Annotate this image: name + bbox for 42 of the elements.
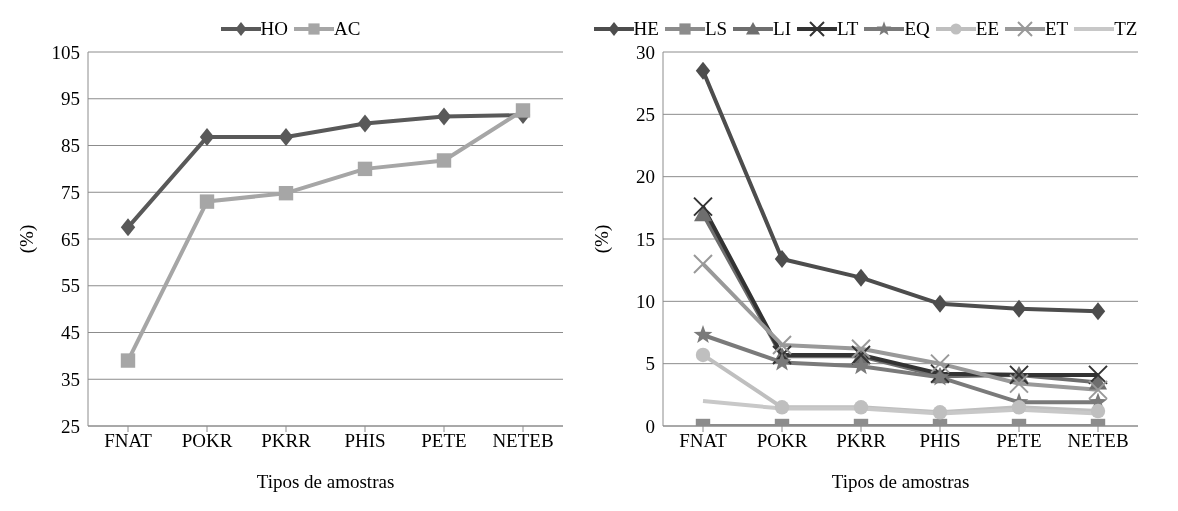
- x-tick-label: NETEB: [1067, 430, 1129, 452]
- x-tick-label: FNAT: [104, 430, 153, 452]
- y-tick-label: 35: [61, 368, 80, 390]
- y-tick-label: 55: [61, 275, 80, 297]
- x-tick-label: PETE: [996, 430, 1042, 452]
- legend-label: LS: [704, 18, 728, 40]
- x-axis-title: Tipos de amostras: [256, 471, 395, 492]
- legend-label: AC: [334, 18, 361, 40]
- x-axis-title: Tipos de amostras: [831, 471, 970, 492]
- y-tick-label: 15: [636, 228, 655, 250]
- y-tick-label: 85: [61, 135, 80, 157]
- y-tick-label: 75: [61, 181, 80, 203]
- x-tick-label: POKR: [756, 430, 808, 452]
- legend-label: EQ: [904, 18, 930, 40]
- y-tick-label: 95: [61, 88, 80, 110]
- y-tick-label: 5: [645, 353, 655, 375]
- y-tick-label: 65: [61, 228, 80, 250]
- legend-label: TZ: [1114, 18, 1138, 40]
- y-tick-label: 20: [636, 166, 655, 188]
- y-tick-label: 25: [61, 415, 80, 437]
- y-tick-label: 10: [636, 291, 655, 313]
- x-tick-label: POKR: [181, 430, 233, 452]
- x-tick-label: NETEB: [492, 430, 554, 452]
- y-tick-label: 25: [636, 104, 655, 126]
- x-tick-label: PETE: [421, 430, 467, 452]
- legend-label: EE: [975, 18, 1000, 40]
- y-tick-label: 105: [51, 41, 80, 63]
- y-tick-label: 45: [61, 322, 80, 344]
- y-tick-label: 30: [636, 41, 655, 63]
- x-tick-label: PHIS: [344, 430, 386, 452]
- y-axis-title: (%): [15, 224, 38, 254]
- legend-label: LI: [773, 18, 791, 40]
- x-tick-label: FNAT: [679, 430, 728, 452]
- legend-label: ET: [1045, 18, 1069, 40]
- x-tick-label: PHIS: [919, 430, 961, 452]
- legend-label: LT: [837, 18, 859, 40]
- x-tick-label: PKRR: [261, 430, 312, 452]
- y-axis-title: (%): [590, 224, 613, 254]
- x-tick-label: PKRR: [836, 430, 887, 452]
- y-tick-label: 0: [645, 415, 655, 437]
- legend-label: HO: [260, 18, 289, 40]
- legend-label: HE: [633, 18, 659, 40]
